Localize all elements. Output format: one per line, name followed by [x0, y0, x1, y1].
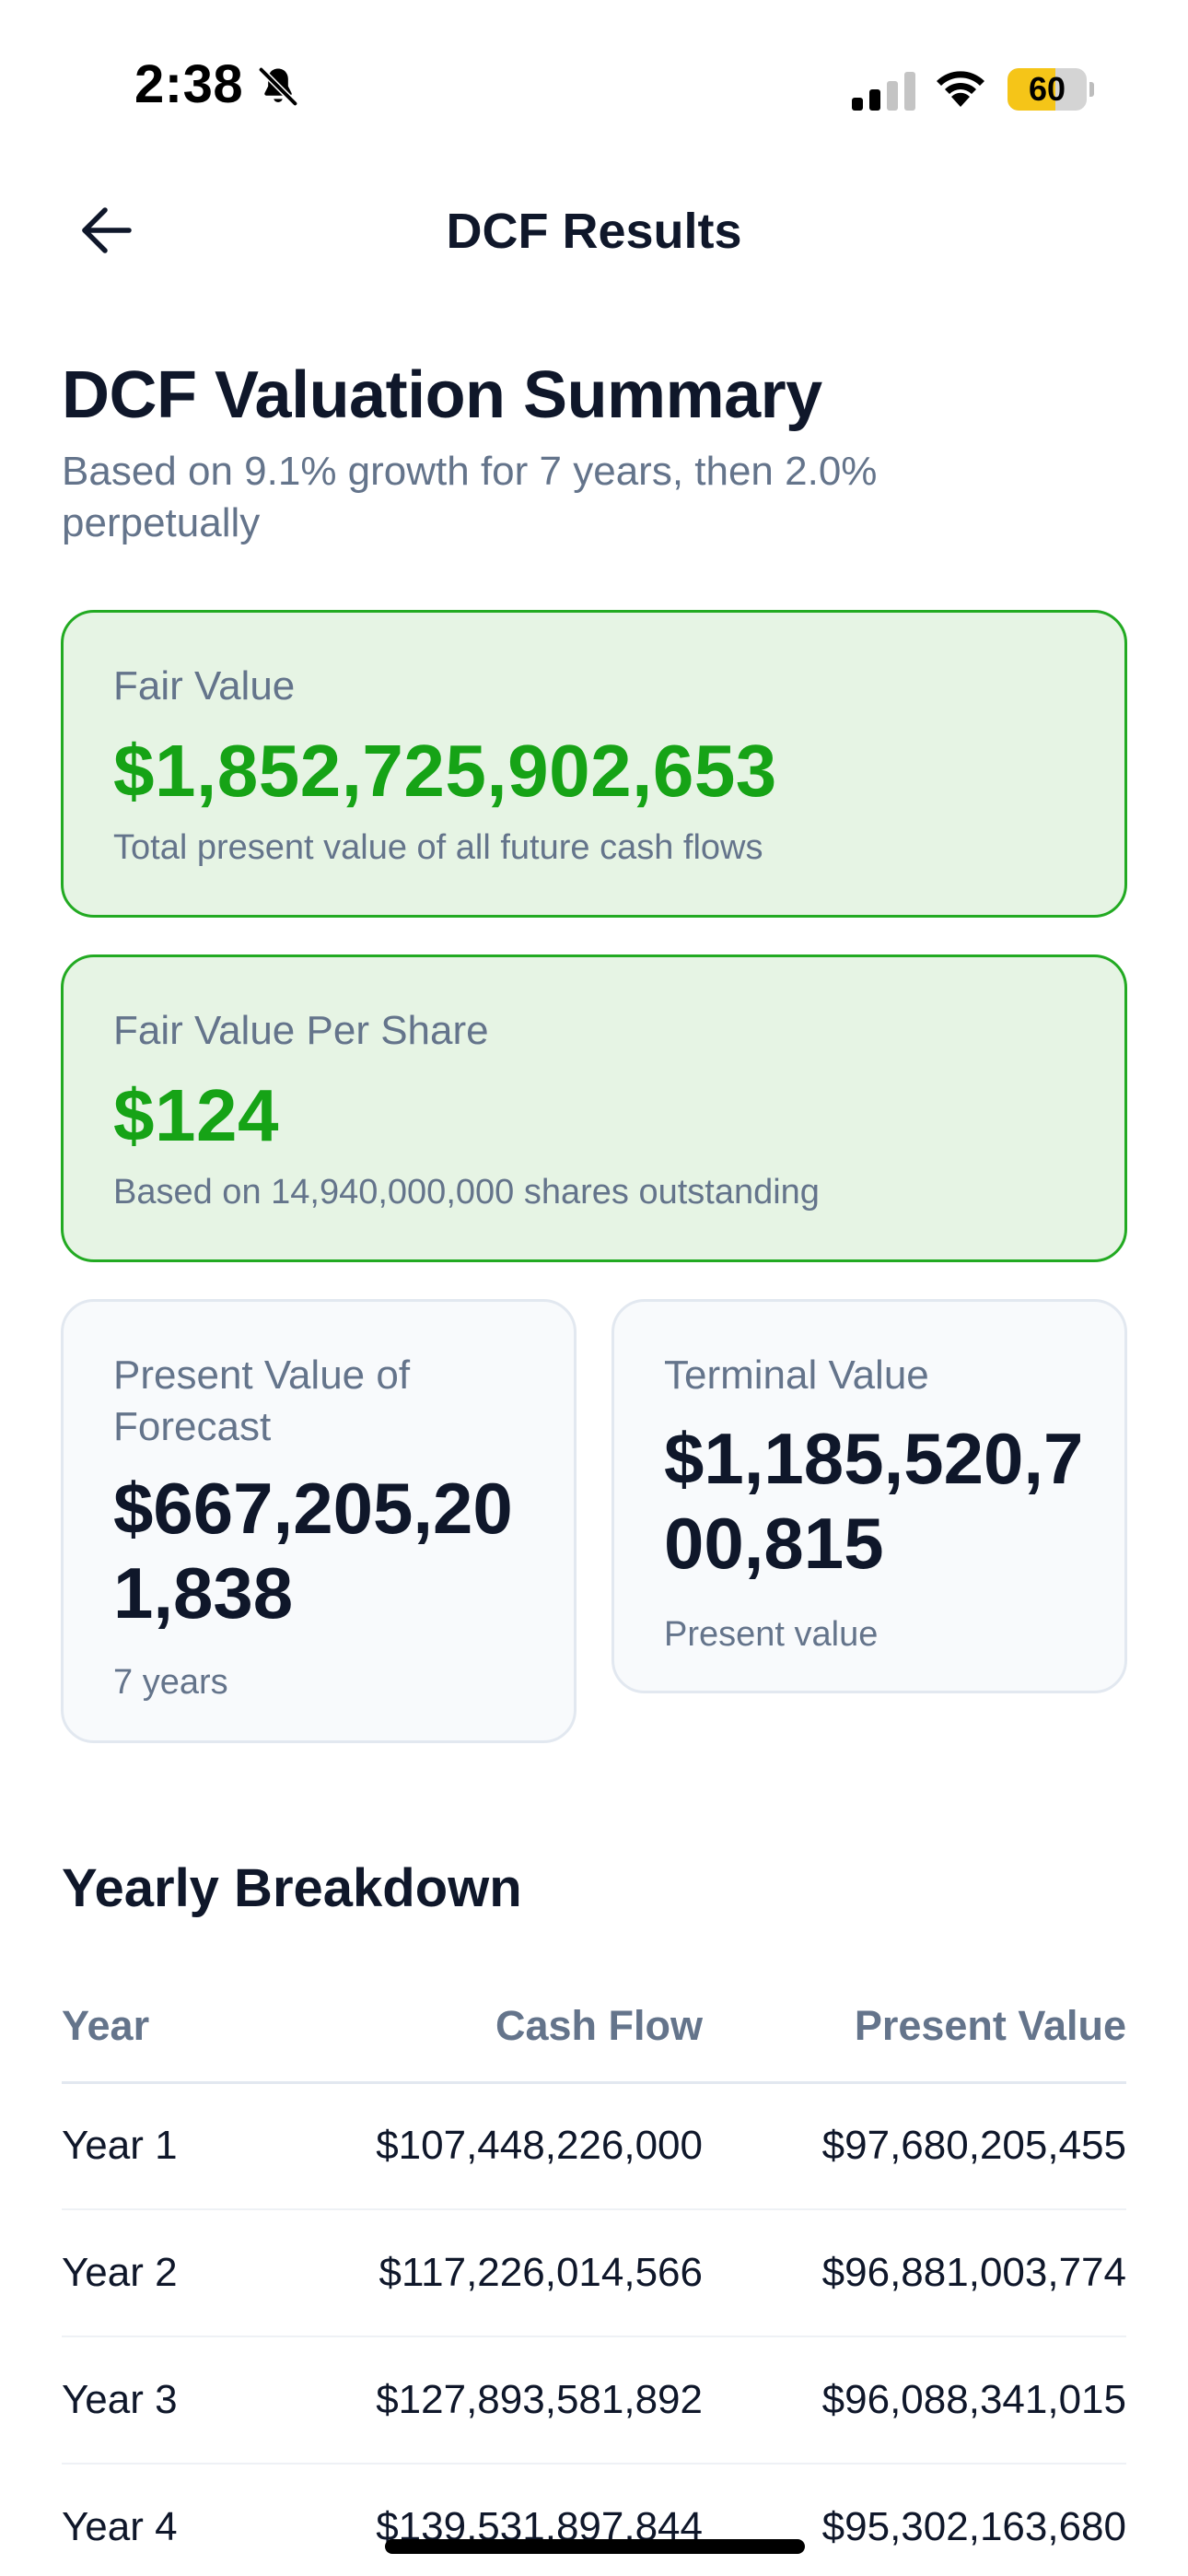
breakdown-table: Year Cash Flow Present Value Year 1 $107… — [62, 1972, 1126, 2576]
pv-forecast-card: Present Value of Forecast $667,205,201,8… — [61, 1299, 577, 1743]
row-present-value: $96,088,341,015 — [703, 2336, 1126, 2465]
pv-forecast-label: Present Value of Forecast — [113, 1352, 411, 1449]
table-row: Year 2 $117,226,014,566 $96,881,003,774 — [62, 2209, 1126, 2337]
row-year: Year 4 — [62, 2464, 320, 2576]
fair-value-label: Fair Value — [113, 663, 296, 708]
column-header-year: Year — [62, 1972, 320, 2084]
fair-value-card: Fair Value $1,852,725,902,653 Total pres… — [61, 610, 1127, 918]
table-header-row: Year Cash Flow Present Value — [62, 1972, 1126, 2084]
pv-forecast-note: 7 years — [113, 1663, 228, 1702]
fair-value-amount: $1,852,725,902,653 — [113, 730, 777, 812]
home-indicator[interactable] — [385, 2539, 805, 2554]
breakdown-title: Yearly Breakdown — [62, 1858, 522, 1918]
table-row: Year 3 $127,893,581,892 $96,088,341,015 — [62, 2336, 1126, 2465]
terminal-value-label: Terminal Value — [664, 1352, 929, 1398]
row-year: Year 1 — [62, 2082, 320, 2210]
table-row: Year 4 $139,531,897,844 $95,302,163,680 — [62, 2464, 1126, 2576]
terminal-value-amount: $1,185,520,700,815 — [664, 1418, 1084, 1584]
row-cash-flow: $117,226,014,566 — [320, 2209, 703, 2337]
column-header-cash-flow: Cash Flow — [320, 1972, 703, 2084]
status-time: 2:38 — [134, 54, 244, 114]
battery-level: 60 — [1028, 70, 1066, 108]
page-title: DCF Results — [446, 204, 742, 259]
cellular-signal-icon — [852, 72, 915, 111]
row-present-value: $96,881,003,774 — [703, 2209, 1126, 2337]
row-present-value: $97,680,205,455 — [703, 2082, 1126, 2210]
row-present-value: $95,302,163,680 — [703, 2464, 1126, 2576]
row-cash-flow: $107,448,226,000 — [320, 2082, 703, 2210]
row-cash-flow: $139,531,897,844 — [320, 2464, 703, 2576]
fair-value-per-share-label: Fair Value Per Share — [113, 1008, 489, 1053]
summary-title: DCF Valuation Summary — [62, 358, 822, 432]
summary-subtitle: Based on 9.1% growth for 7 years, then 2… — [62, 449, 878, 545]
terminal-value-note: Present value — [664, 1615, 879, 1654]
row-year: Year 2 — [62, 2209, 320, 2337]
row-cash-flow: $127,893,581,892 — [320, 2336, 703, 2465]
terminal-value-card: Terminal Value $1,185,520,700,815 Presen… — [611, 1299, 1127, 1693]
bell-slash-icon — [259, 67, 297, 106]
nav-bar: DCF Results — [0, 175, 1188, 286]
battery-icon: 60 — [1007, 68, 1094, 111]
status-bar: 2:38 60 — [0, 0, 1188, 175]
row-year: Year 3 — [62, 2336, 320, 2465]
wifi-icon — [937, 71, 984, 107]
fair-value-note: Total present value of all future cash f… — [113, 828, 763, 867]
fair-value-per-share-amount: $124 — [113, 1074, 279, 1156]
fair-value-per-share-note: Based on 14,940,000,000 shares outstandi… — [113, 1173, 820, 1212]
table-row: Year 1 $107,448,226,000 $97,680,205,455 — [62, 2082, 1126, 2210]
fair-value-per-share-card: Fair Value Per Share $124 Based on 14,94… — [61, 954, 1127, 1262]
column-header-present-value: Present Value — [703, 1972, 1126, 2084]
arrow-left-icon[interactable] — [76, 199, 138, 262]
pv-forecast-amount: $667,205,201,838 — [113, 1468, 513, 1633]
